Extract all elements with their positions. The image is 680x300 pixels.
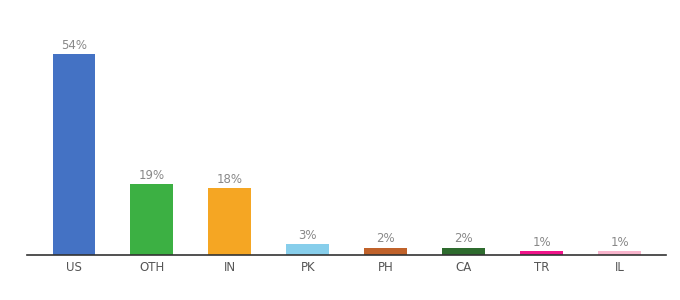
Text: 54%: 54%	[61, 39, 87, 52]
Bar	[286, 244, 329, 255]
Text: 19%: 19%	[139, 169, 165, 182]
Text: 1%: 1%	[611, 236, 629, 249]
Text: 18%: 18%	[217, 173, 243, 186]
Bar	[442, 248, 485, 255]
Bar	[52, 54, 95, 255]
Bar	[364, 248, 407, 255]
Text: 1%: 1%	[532, 236, 551, 249]
Text: 2%: 2%	[377, 232, 395, 245]
Bar	[598, 251, 641, 255]
Bar	[520, 251, 563, 255]
Bar	[209, 188, 252, 255]
Text: 3%: 3%	[299, 229, 317, 242]
Text: 2%: 2%	[454, 232, 473, 245]
Bar	[131, 184, 173, 255]
